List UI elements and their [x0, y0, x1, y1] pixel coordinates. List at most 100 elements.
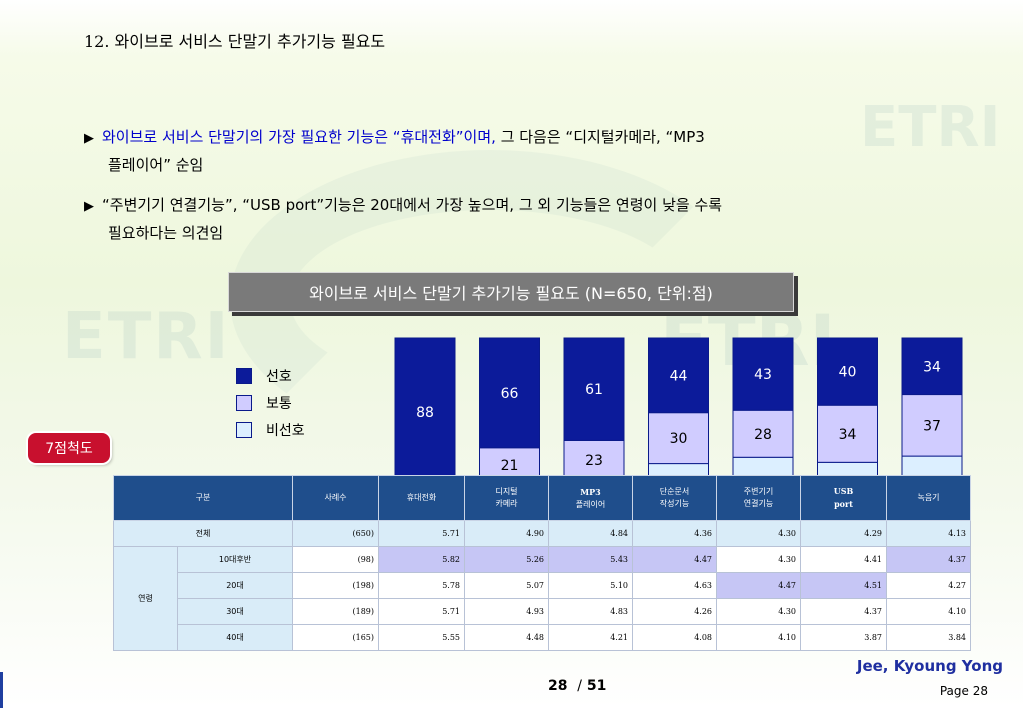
bullet-2-line2: 필요하다는 의견임 — [108, 224, 224, 242]
watermark-logo: ETRI — [62, 300, 231, 374]
data-label: 34 — [839, 427, 857, 443]
table-cell: 5.10 — [548, 572, 633, 599]
table-cell: 4.13 — [886, 520, 971, 547]
header-cell: 주변기기 연결기능 — [716, 475, 801, 521]
bullet-1-line2: 플레이어” 순임 — [108, 156, 204, 174]
chart-title: 와이브로 서비스 단말기 추가기능 필요도 (N=650, 단위:점) — [228, 272, 794, 312]
table-cell: 4.30 — [716, 546, 801, 573]
bar-segment — [732, 409, 794, 458]
stacked-bar-chart: 5788142166162361253044292843263440303734 — [394, 337, 963, 476]
table-cell: 4.29 — [800, 520, 887, 547]
row-label: 전체 — [113, 520, 293, 547]
table-cell: 5.82 — [378, 546, 465, 573]
table-cell: 4.93 — [464, 598, 549, 625]
table-cell: 4.83 — [548, 598, 633, 625]
legend-item-prefer: 선호 — [236, 362, 305, 389]
bar-segment — [563, 337, 625, 441]
row-label: 10대후반 — [177, 546, 293, 573]
table-cell: 4.30 — [716, 598, 801, 625]
bullet-2: ▶ “주변기기 연결기능”, “USB port”기능은 20대에서 가장 높으며… — [84, 192, 974, 246]
table-cell: 4.47 — [716, 572, 801, 599]
table-cell: (198) — [292, 572, 379, 599]
table-cell: 5.26 — [464, 546, 549, 573]
table-cell: 4.48 — [464, 624, 549, 651]
table-row: 30대 (189) 5.71 4.93 4.83 4.26 4.30 4.37 4.10 — [114, 598, 971, 625]
table-cell: 4.37 — [800, 598, 887, 625]
data-label: 23 — [585, 453, 603, 469]
table-cell: 5.55 — [378, 624, 465, 651]
row-label: 30대 — [177, 598, 293, 625]
legend-swatch-prefer — [236, 367, 252, 384]
bar-segment — [479, 447, 540, 476]
table-row: 연령 10대후반 (98) 5.82 5.26 5.43 4.47 4.30 4.41 4.37 — [113, 546, 971, 651]
table-row-total: 전체 (650) 5.71 4.90 4.84 4.36 4.30 4.29 4.13 — [113, 520, 971, 547]
table-cell: (98) — [292, 546, 379, 573]
header-cell: USB port — [800, 475, 887, 521]
header-cell: MP3 플레이어 — [548, 475, 633, 521]
table-cell: 5.07 — [464, 572, 549, 599]
table-cell: 4.26 — [632, 598, 717, 625]
header-cell: 휴대전화 — [378, 475, 465, 521]
table-cell: 4.36 — [632, 520, 717, 547]
legend-swatch-neutral — [236, 394, 252, 411]
bar-segment — [901, 455, 963, 476]
slide-title: 12. 와이브로 서비스 단말기 추가기능 필요도 — [84, 32, 386, 51]
table-cell: 4.63 — [632, 572, 717, 599]
table-cell: 3.87 — [800, 624, 887, 651]
table-cell: 4.41 — [800, 546, 887, 573]
table-cell: (165) — [292, 624, 379, 651]
table-cell: 4.10 — [716, 624, 801, 651]
triangle-bullet-icon: ▶ — [84, 131, 94, 146]
table-cell: 5.71 — [378, 598, 465, 625]
bullet-2-line1: “주변기기 연결기능”, “USB port”기능은 20대에서 가장 높으며,… — [102, 196, 723, 214]
table-cell: 4.47 — [632, 546, 717, 573]
table-cell: 4.27 — [886, 572, 971, 599]
bullet-1-highlight: 와이브로 서비스 단말기의 가장 필요한 기능은 “휴대전화”이며, — [102, 128, 496, 146]
bar-segment — [901, 337, 963, 396]
bar-segment — [732, 456, 794, 476]
data-label: 66 — [501, 386, 519, 402]
bar-segment — [479, 337, 540, 449]
scale-badge: 7점척도 — [28, 433, 110, 463]
table-cell: 4.51 — [800, 572, 887, 599]
data-table: 구분 사례수 휴대전화 디지털 카메라 MP3 플레이어 단순문서 작성기능 주변기기… — [113, 475, 971, 651]
table-row: 20대 (198) 5.78 5.07 5.10 4.63 4.47 4.51 4.27 — [114, 572, 971, 599]
footer-accent-bar — [0, 672, 3, 708]
table-row: 40대 (165) 5.55 4.48 4.21 4.08 4.10 3.87 3.84 — [114, 624, 971, 651]
data-label: 34 — [923, 359, 941, 375]
header-cell: 구분 — [113, 475, 293, 521]
watermark-logo: ETRI — [860, 95, 1001, 160]
header-cell: 사례수 — [292, 475, 379, 521]
legend-item-dislike: 비선호 — [236, 416, 305, 443]
bar-segment — [901, 394, 963, 457]
data-label: 40 — [839, 365, 857, 381]
chart-legend: 선호 보통 비선호 — [236, 362, 305, 443]
bar-segment — [563, 439, 625, 476]
data-label: 88 — [416, 405, 434, 421]
bullet-1: ▶ 와이브로 서비스 단말기의 가장 필요한 기능은 “휴대전화”이며, 그 다음… — [84, 124, 974, 178]
table-cell: (189) — [292, 598, 379, 625]
table-cell: 4.10 — [886, 598, 971, 625]
page-label: Page 28 — [939, 684, 988, 698]
data-label: 61 — [585, 382, 603, 398]
legend-label-neutral: 보통 — [266, 395, 292, 412]
triangle-bullet-icon: ▶ — [84, 199, 94, 214]
data-label: 44 — [670, 368, 688, 384]
table-cell: 4.30 — [716, 520, 801, 547]
data-label: 37 — [923, 418, 941, 434]
bar-segment — [648, 337, 709, 414]
data-label: 28 — [754, 427, 772, 443]
author-name: Jee, Kyoung Yong — [856, 657, 1003, 675]
table-cell: 4.37 — [886, 546, 971, 573]
data-label: 21 — [501, 458, 519, 474]
bar-segment — [732, 337, 794, 411]
table-cell: 4.90 — [464, 520, 549, 547]
table-cell: 4.08 — [632, 624, 717, 651]
header-cell: 단순문서 작성기능 — [632, 475, 717, 521]
table-cell: 3.84 — [886, 624, 971, 651]
row-label: 40대 — [177, 624, 293, 651]
page-counter: 28 / 51 — [548, 678, 607, 694]
header-cell: 녹음기 — [886, 475, 971, 521]
table-cell: 4.84 — [548, 520, 633, 547]
table-header-row: 구분 사례수 휴대전화 디지털 카메라 MP3 플레이어 단순문서 작성기능 주변기기… — [113, 475, 971, 521]
